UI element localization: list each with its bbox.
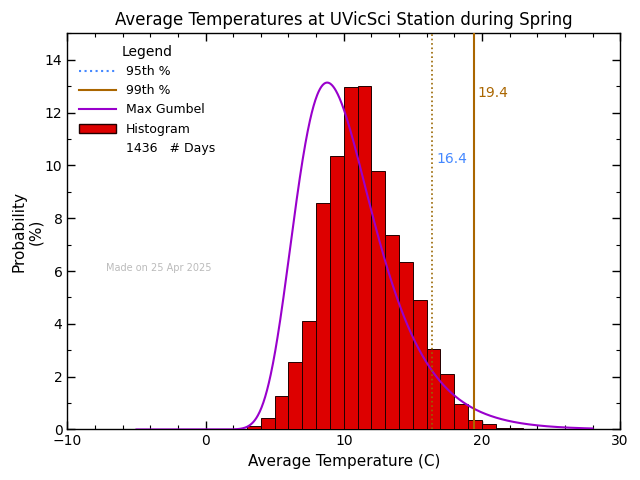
Bar <box>344 87 358 430</box>
Bar <box>330 156 344 430</box>
Text: 19.4: 19.4 <box>478 86 509 100</box>
Bar <box>413 300 427 430</box>
Bar <box>440 374 454 430</box>
Bar <box>454 404 468 430</box>
Bar <box>316 204 330 430</box>
X-axis label: Average Temperature (C): Average Temperature (C) <box>248 454 440 469</box>
Title: Average Temperatures at UVicSci Station during Spring: Average Temperatures at UVicSci Station … <box>115 11 573 29</box>
Bar <box>385 235 399 430</box>
Bar <box>371 171 385 430</box>
Bar <box>358 86 371 430</box>
Legend: 95th %, 99th %, Max Gumbel, Histogram, 1436   # Days: 95th %, 99th %, Max Gumbel, Histogram, 1… <box>74 40 220 160</box>
Bar <box>427 348 440 430</box>
Bar <box>496 428 509 430</box>
Bar <box>468 420 482 430</box>
Y-axis label: Probability
(%): Probability (%) <box>11 191 44 272</box>
Bar <box>261 419 275 430</box>
Text: Made on 25 Apr 2025: Made on 25 Apr 2025 <box>106 263 212 273</box>
Bar <box>399 262 413 430</box>
Bar <box>275 396 289 430</box>
Bar <box>247 426 261 430</box>
Bar <box>302 321 316 430</box>
Bar <box>289 361 302 430</box>
Text: 16.4: 16.4 <box>436 152 467 166</box>
Bar <box>482 424 496 430</box>
Bar <box>509 428 524 430</box>
